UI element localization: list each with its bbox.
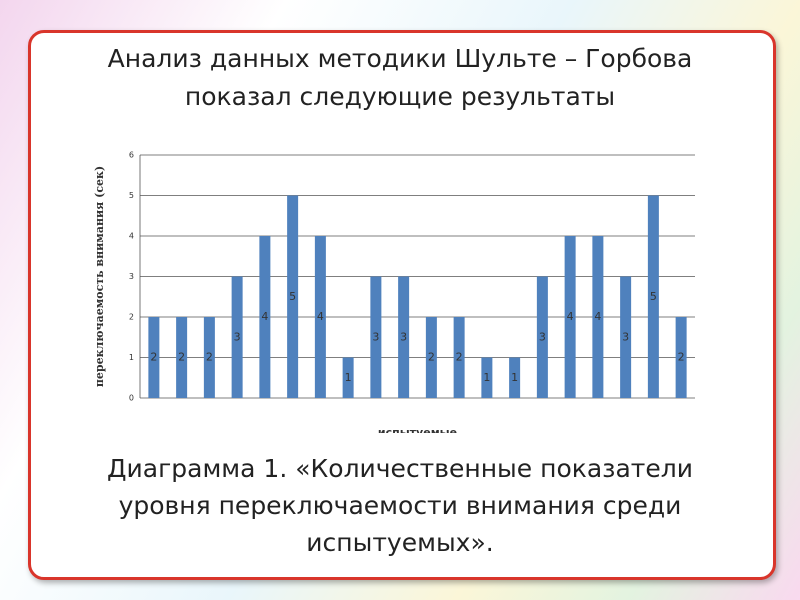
bar	[176, 317, 188, 398]
bar	[342, 357, 354, 398]
data-label: 2	[150, 351, 157, 364]
bar	[564, 236, 576, 398]
y-tick-label: 6	[129, 151, 134, 160]
slide-title: Анализ данных методики Шульте – Горбова …	[107, 44, 693, 111]
bar	[453, 317, 465, 398]
data-label: 5	[650, 290, 657, 303]
data-label: 3	[539, 330, 546, 343]
bar	[536, 276, 548, 398]
data-label: 1	[483, 371, 490, 384]
bar	[370, 276, 382, 398]
bar	[287, 195, 299, 398]
bar	[592, 236, 604, 398]
data-label: 2	[206, 351, 213, 364]
bar	[647, 195, 659, 398]
y-tick-label: 0	[129, 394, 134, 403]
data-label: 4	[567, 310, 574, 323]
bar	[425, 317, 437, 398]
data-label: 4	[594, 310, 601, 323]
bar	[148, 317, 160, 398]
data-label: 2	[678, 351, 685, 364]
bar	[481, 357, 493, 398]
y-tick-label: 2	[129, 313, 134, 322]
data-label: 2	[456, 351, 463, 364]
bar	[203, 317, 215, 398]
caption: Диаграмма 1. «Количественные показатели …	[107, 454, 693, 557]
y-tick-label: 4	[129, 232, 134, 241]
x-axis-label: испытуемые	[378, 426, 457, 439]
y-tick-label: 5	[129, 191, 134, 200]
y-tick-label: 3	[129, 272, 134, 281]
bar	[314, 236, 326, 398]
data-label: 2	[178, 351, 185, 364]
data-label: 3	[234, 330, 241, 343]
bar	[398, 276, 410, 398]
data-label: 2	[428, 351, 435, 364]
y-tick-label: 1	[129, 353, 134, 362]
bar	[509, 357, 521, 398]
bar	[259, 236, 271, 398]
y-axis-label: переключаемость внимания (сек)	[93, 166, 106, 387]
data-label: 4	[261, 310, 268, 323]
bar	[675, 317, 687, 398]
data-label: 1	[511, 371, 518, 384]
data-label: 4	[317, 310, 324, 323]
bar	[620, 276, 632, 398]
data-label: 3	[400, 330, 407, 343]
bar	[231, 276, 243, 398]
data-label: 3	[622, 330, 629, 343]
data-label: 1	[345, 371, 352, 384]
data-label: 3	[372, 330, 379, 343]
data-label: 5	[289, 290, 296, 303]
